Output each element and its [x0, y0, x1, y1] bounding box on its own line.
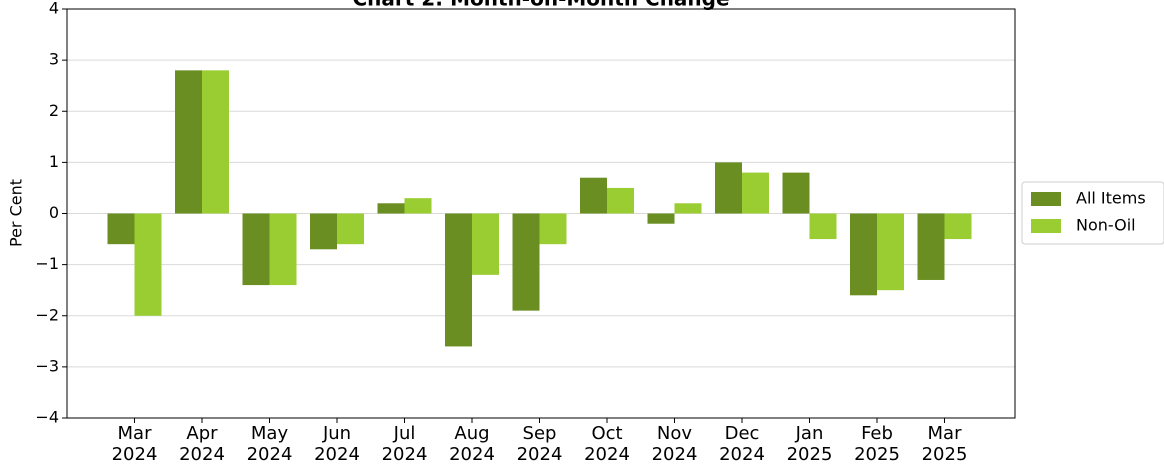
y-tick-label: −4 — [35, 408, 59, 427]
y-tick-label: −3 — [35, 356, 59, 375]
bar — [107, 213, 135, 245]
legend-label: All Items — [1076, 189, 1146, 208]
bar — [134, 213, 162, 316]
legend-swatch — [1031, 219, 1061, 233]
bar — [944, 213, 972, 240]
x-tick-label: Mar 2025 — [921, 423, 968, 465]
bar — [782, 172, 810, 214]
bar — [580, 177, 607, 214]
bar — [404, 198, 432, 214]
bar — [674, 203, 702, 214]
bar — [512, 213, 540, 311]
x-tick-label: Feb 2025 — [854, 423, 900, 465]
bar — [742, 172, 769, 214]
bar — [242, 213, 270, 286]
bar — [175, 70, 202, 214]
bar — [445, 213, 472, 347]
x-tick-label: Oct 2024 — [584, 423, 630, 465]
bar — [202, 70, 229, 214]
y-tick-label: −2 — [35, 305, 59, 324]
bar — [647, 213, 675, 224]
x-tick-label: Jan 2025 — [786, 423, 833, 465]
bar — [850, 213, 877, 296]
x-tick-label: Jul 2024 — [381, 423, 428, 465]
bar — [472, 213, 499, 275]
bar — [539, 213, 567, 245]
chart-title: Chart 2: Month-on-Month Change — [352, 0, 729, 11]
bar — [377, 203, 405, 214]
y-tick-label: 0 — [49, 203, 59, 222]
bar — [337, 213, 364, 245]
x-tick-label: Apr 2024 — [179, 423, 225, 465]
bar — [809, 213, 837, 240]
bar — [877, 213, 904, 291]
bar — [269, 213, 297, 286]
y-tick-label: −1 — [35, 254, 59, 273]
bar — [607, 187, 634, 214]
legend-label: Non-Oil — [1076, 216, 1136, 235]
y-axis-label: Per Cent — [7, 179, 26, 247]
x-tick-label: Dec 2024 — [719, 423, 765, 465]
x-tick-label: Jun 2024 — [314, 423, 360, 465]
bar — [917, 213, 945, 280]
bar — [715, 162, 742, 214]
bar — [310, 213, 337, 250]
y-tick-label: 3 — [49, 50, 59, 69]
x-tick-label: Nov 2024 — [651, 423, 698, 465]
x-tick-label: Sep 2024 — [516, 423, 563, 465]
x-tick-label: Aug 2024 — [449, 423, 495, 465]
y-tick-label: 2 — [49, 101, 59, 120]
legend-swatch — [1031, 192, 1061, 206]
plot-frame — [66, 8, 1016, 419]
y-tick-label: 4 — [49, 0, 59, 18]
y-tick-label: 1 — [49, 152, 59, 171]
x-tick-label: Mar 2024 — [111, 423, 158, 465]
x-tick-label: May 2024 — [246, 423, 293, 465]
